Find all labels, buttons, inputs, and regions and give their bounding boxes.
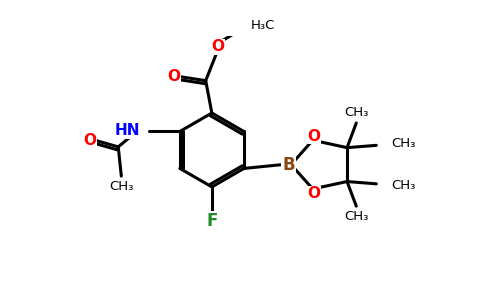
Text: H₃C: H₃C: [251, 19, 275, 32]
Text: HN: HN: [114, 123, 140, 138]
Text: CH₃: CH₃: [344, 211, 368, 224]
Text: O: O: [212, 39, 225, 54]
Text: F: F: [206, 212, 217, 230]
Text: CH₃: CH₃: [392, 179, 416, 192]
Text: CH₃: CH₃: [109, 180, 134, 193]
Text: O: O: [167, 69, 181, 84]
Text: CH₃: CH₃: [344, 106, 368, 119]
Text: B: B: [282, 156, 295, 174]
Text: O: O: [307, 129, 320, 144]
Text: CH₃: CH₃: [392, 137, 416, 150]
Text: O: O: [307, 186, 320, 201]
Text: O: O: [83, 133, 96, 148]
